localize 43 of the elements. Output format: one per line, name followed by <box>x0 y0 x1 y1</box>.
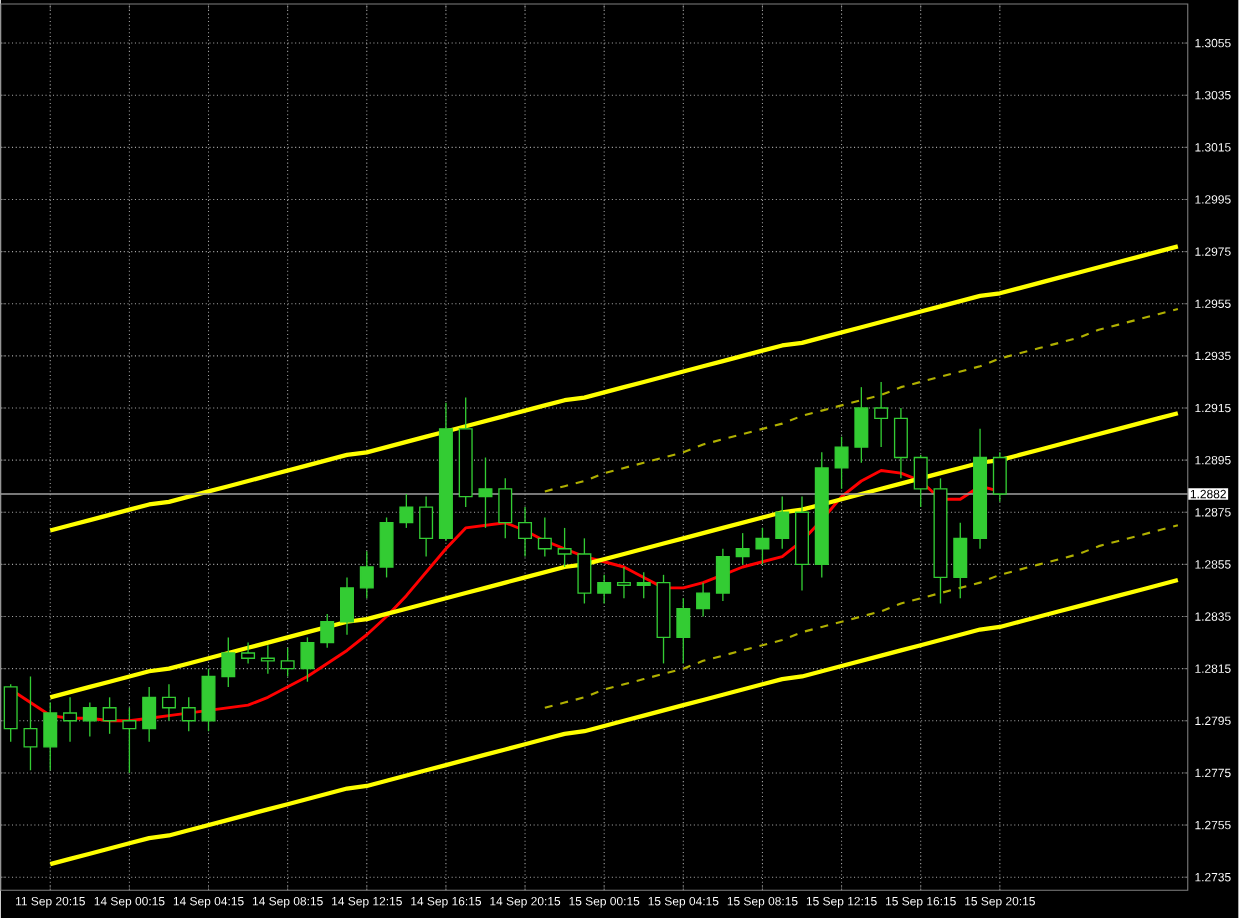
candlestick <box>715 548 730 602</box>
candlestick <box>260 644 275 675</box>
candlestick <box>577 537 592 605</box>
candlestick <box>419 495 434 558</box>
candlestick <box>63 696 78 743</box>
candlestick <box>142 686 157 743</box>
candlestick <box>122 707 137 774</box>
candlestick <box>201 667 216 732</box>
candlestick <box>399 493 414 529</box>
candlestick <box>82 701 97 738</box>
candlestick <box>616 566 631 599</box>
candlestick <box>893 407 908 479</box>
candlestick <box>379 516 394 579</box>
candlestick <box>498 477 513 539</box>
candlestick <box>537 516 552 558</box>
candlestick <box>992 451 1007 503</box>
candlestick <box>320 613 335 649</box>
candlestick <box>557 527 572 568</box>
candlestick <box>597 574 612 605</box>
candlestick <box>775 495 790 550</box>
candlestick <box>478 456 493 529</box>
candlestick <box>359 550 374 599</box>
candlestick <box>755 527 770 566</box>
candlestick <box>280 647 295 678</box>
candlestick <box>874 381 889 448</box>
candlestick <box>834 435 849 490</box>
candlestick <box>735 532 750 566</box>
candlestick <box>241 641 256 665</box>
candlestick <box>23 675 38 771</box>
candlestick <box>43 701 58 771</box>
candlestick <box>913 454 928 508</box>
candlestick <box>181 696 196 732</box>
candlestick <box>102 696 117 735</box>
candlestick <box>340 576 354 636</box>
candlestick <box>676 597 691 665</box>
candlestick <box>161 683 176 722</box>
candlestick <box>696 581 711 618</box>
candlestick <box>854 386 869 464</box>
candlestick <box>221 636 236 688</box>
candlestick <box>953 521 968 599</box>
candlestick <box>636 571 651 599</box>
candlestick <box>518 506 533 558</box>
candlestick <box>300 636 315 683</box>
